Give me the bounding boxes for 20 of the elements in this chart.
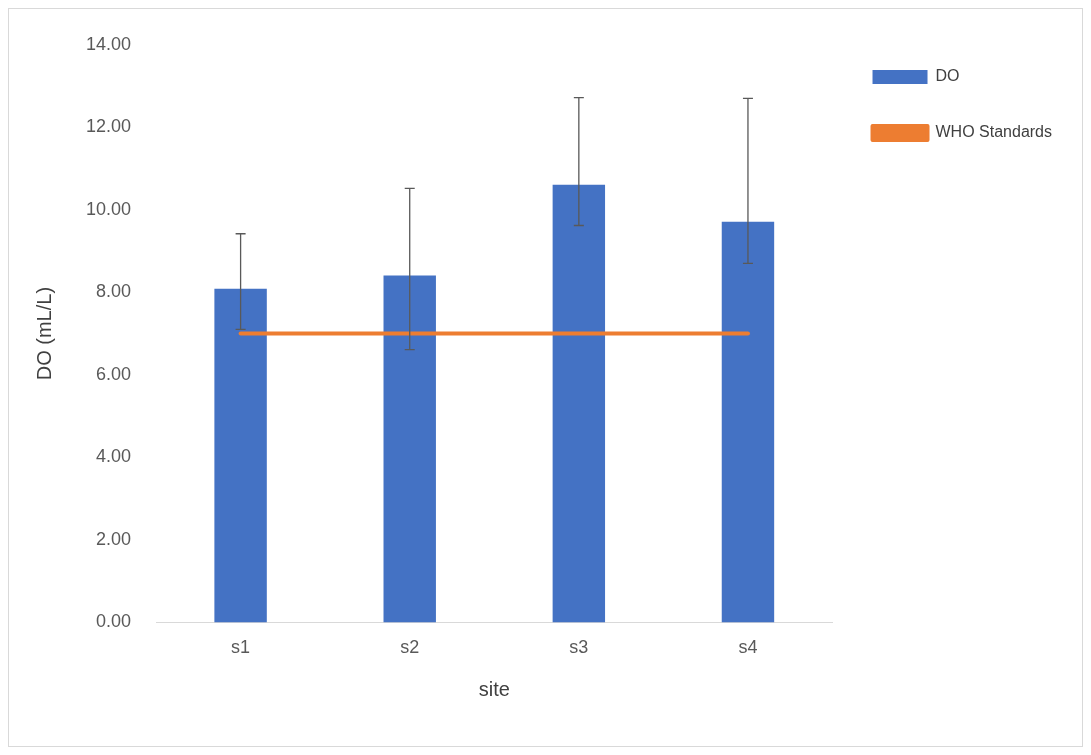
y-tick-label: 12.00: [86, 116, 132, 137]
x-axis-title: site: [478, 677, 510, 700]
y-tick-label: 2.00: [96, 528, 132, 549]
x-tick-label: s2: [400, 637, 420, 658]
y-tick-label: 8.00: [96, 281, 132, 302]
legend-label: WHO Standards: [935, 123, 1052, 141]
legend-label: DO: [935, 67, 960, 85]
y-tick-label: 6.00: [96, 363, 132, 384]
bar: [214, 288, 267, 623]
x-tick-label: s4: [738, 637, 758, 658]
x-tick-label: s1: [231, 637, 251, 658]
y-tick-label: 14.00: [86, 33, 132, 54]
y-tick-label: 0.00: [96, 611, 132, 632]
y-axis-title: DO (mL/L): [32, 286, 55, 381]
y-tick-label: 10.00: [86, 198, 132, 219]
x-tick-label: s3: [569, 637, 589, 658]
bar: [721, 221, 775, 623]
y-tick-label: 4.00: [96, 446, 132, 467]
bar: [383, 275, 436, 623]
bar: [552, 184, 606, 623]
